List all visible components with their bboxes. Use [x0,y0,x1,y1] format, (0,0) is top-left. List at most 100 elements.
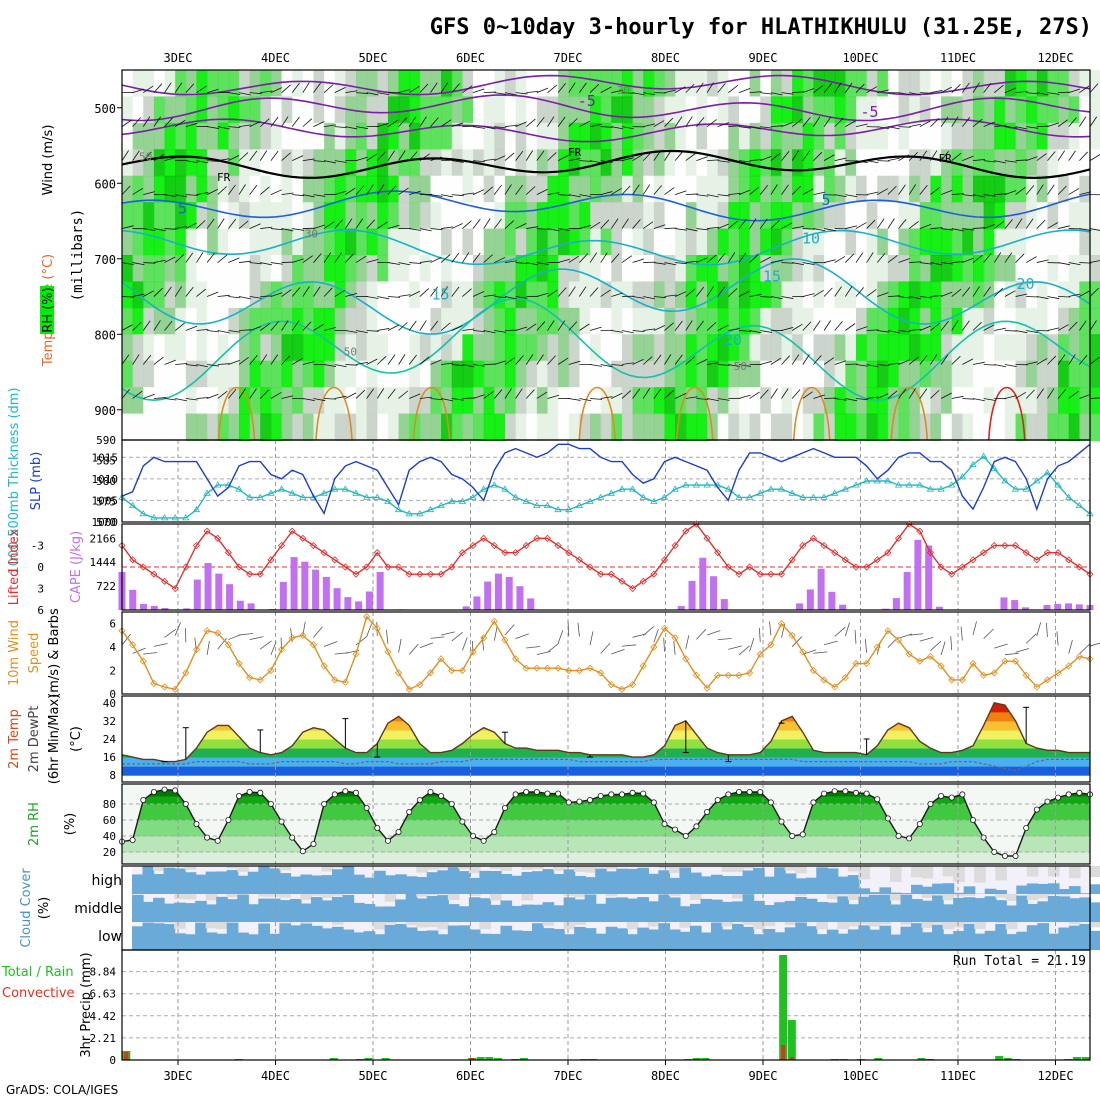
wind-barb [260,323,271,331]
rh-line-point [172,787,179,794]
wind-barb [855,287,865,297]
rh-cell [760,122,772,151]
contour-label: 5 [178,199,187,217]
rh-cell [217,334,230,362]
lifted-index-line-point [618,577,626,585]
rh-cell [1068,307,1081,336]
wind-barb [143,393,155,399]
wind-barb [568,255,580,263]
rh-cell [802,413,815,441]
rh-cell [419,413,432,441]
cloud-bar [953,931,965,950]
rh-cell [515,413,528,441]
rh-cell [122,281,134,309]
wind-barb [324,124,337,128]
cape-bar [494,573,502,610]
wind-speed-line-point [692,671,700,679]
rh-cell [547,281,560,309]
y-tick-label: 0 [37,561,44,574]
thickness-line-point [1075,501,1084,508]
thickness-line-point [660,493,669,500]
cloud-bar [479,870,492,894]
cloud-bar [732,875,744,894]
cape-bar [527,598,535,610]
axis-label-thickness: 1000-500mb Thickness (dm) [7,387,22,574]
wind-barb [972,398,985,402]
precip-convective-bar [781,1045,786,1060]
wind-barb [930,295,943,297]
wind-barb [345,364,358,366]
wind-barb [143,191,155,195]
rh-cell [526,334,538,362]
temperature-contour [578,387,617,441]
rh-cell [813,96,826,124]
wind-barb [430,228,443,230]
wind-barb [919,262,932,265]
rh-cell [887,175,900,204]
rh-cell [387,360,400,389]
cloud-bar [868,894,881,922]
rh-line-point [512,791,519,798]
wind-barb [302,361,315,365]
wind-barb [770,357,782,365]
wind-barb [1026,330,1039,334]
wind-barb [1057,389,1067,399]
rh-cell [738,175,751,204]
wind-barb [802,262,815,266]
cloud-gap [942,922,955,930]
cape-bar [344,597,352,610]
wind-barb [377,355,387,365]
lifted-index-line-point [1054,549,1062,557]
wind-barb [313,323,324,331]
wind-barb [589,631,594,646]
thickness-line-point [245,493,254,500]
wind-barb [685,288,696,297]
rh-cell [770,96,783,124]
rh-cell [579,281,592,309]
thickness-line-point [267,489,275,496]
temperature-contour [315,387,353,441]
cloud-bar [479,898,492,922]
wind-barb [1036,296,1049,300]
rh-cell [824,70,836,98]
cloud-bar [489,871,502,894]
wind-barb [813,394,825,399]
wind-barb [802,150,811,161]
wind-barb [717,637,732,641]
rh-cell [164,228,177,256]
thickness-line-point [650,497,658,504]
rh-line-point [714,797,721,804]
contour-label: -5 [578,92,596,110]
cloud-gap [258,894,270,897]
rh-cell [483,387,496,415]
rh-cell [770,175,783,204]
cloud-bar [574,926,586,950]
cloud-gap [605,866,618,870]
rh-cell [547,387,560,415]
rh-cell [824,228,836,256]
rh-cell [1047,334,1060,362]
rh-cell [717,281,730,309]
wind-barb [983,224,996,229]
cloud-gap [563,922,576,930]
rh-cell [930,281,943,309]
rh-cell [781,281,794,309]
rh-cell [824,334,836,362]
wind-barb [281,152,291,161]
rh-cell [260,387,272,415]
wind-barb [1089,287,1099,297]
thickness-line-point [586,497,594,504]
wind-barb [536,262,549,265]
thickness-line-point [830,489,839,496]
temperature-contour [121,297,1091,402]
cloud-gap [279,922,292,923]
rh-cell [983,149,996,177]
wind-barb [664,150,672,161]
cloud-bar [163,867,176,894]
wind-barb [281,84,291,93]
wind-barb [387,388,396,399]
wind-barb [1068,150,1076,161]
wind-barb [525,186,536,195]
wind-barb [919,637,934,642]
wind-barb [1079,151,1088,161]
